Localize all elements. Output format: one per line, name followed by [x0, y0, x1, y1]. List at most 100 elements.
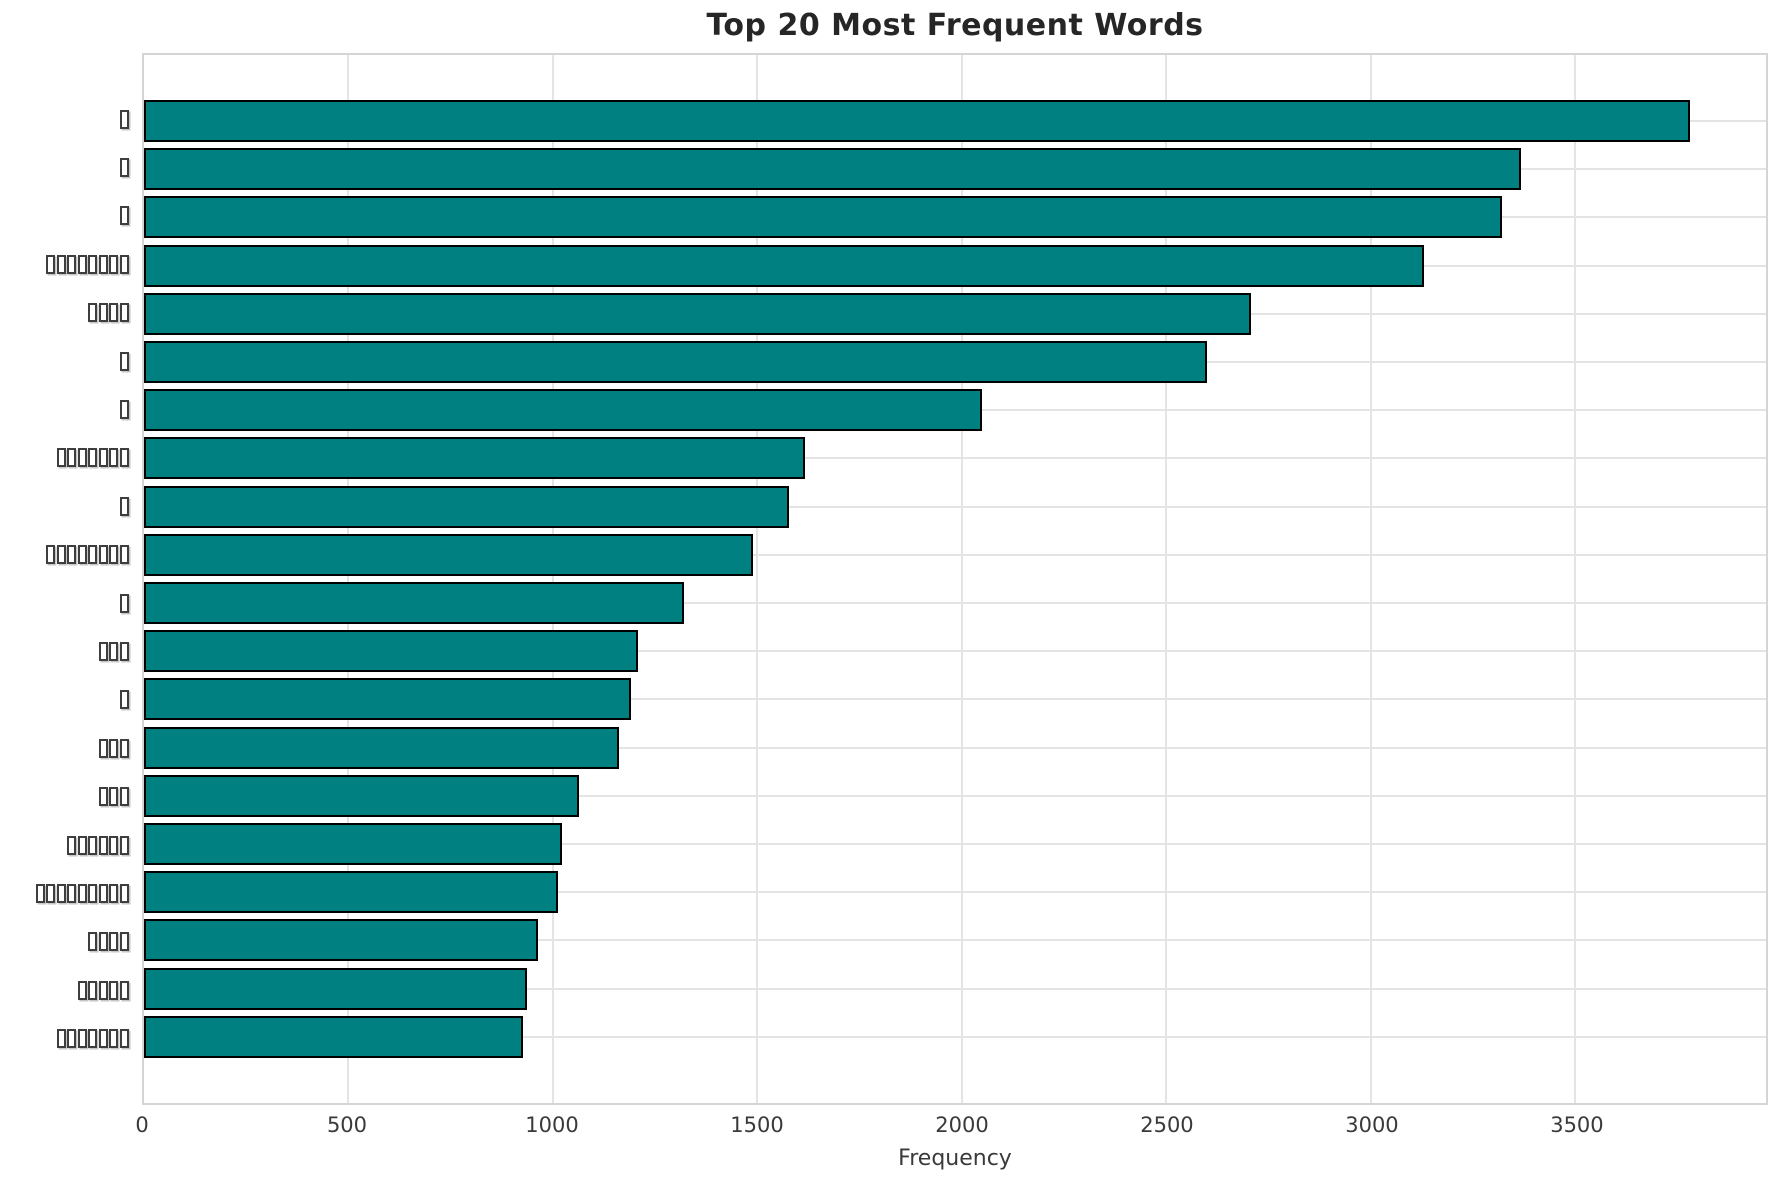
horizontal-gridline	[144, 553, 1766, 556]
bar-row	[144, 196, 1766, 239]
missing-glyph-box	[88, 1029, 97, 1049]
missing-glyph-box	[88, 835, 97, 855]
missing-glyph-box	[109, 738, 118, 758]
frequency-bar	[144, 582, 684, 625]
missing-glyph-box	[88, 303, 97, 323]
missing-glyph-box	[119, 980, 129, 1000]
missing-glyph-box	[67, 835, 76, 855]
frequency-bar	[144, 919, 538, 962]
missing-glyph-box	[109, 1029, 118, 1049]
missing-glyph-box	[98, 787, 108, 807]
missing-glyph-box	[56, 1029, 66, 1049]
x-axis-ticks: 0 500 1000 1500 2000 2500 3000 3500	[135, 1113, 1768, 1141]
missing-glyph-box	[67, 254, 76, 274]
missing-glyph-box	[77, 1029, 87, 1049]
missing-glyph-box	[77, 884, 87, 903]
vertical-gridline	[551, 55, 554, 1103]
missing-glyph-box	[119, 448, 129, 468]
missing-glyph-box	[67, 1029, 76, 1049]
y-tick-label	[0, 534, 130, 576]
vertical-gridline	[1369, 55, 1372, 1103]
x-tick-label: 0	[135, 1113, 149, 1137]
horizontal-gridline	[144, 891, 1766, 894]
y-tick-label	[0, 679, 130, 721]
x-tick-label: 2500	[1140, 1113, 1194, 1137]
bar-row	[144, 533, 1766, 576]
y-tick-label	[0, 146, 130, 188]
frequency-bar	[144, 774, 579, 817]
missing-glyph-box	[109, 303, 118, 323]
missing-glyph-box	[119, 206, 129, 226]
horizontal-gridline	[144, 602, 1766, 605]
horizontal-gridline	[144, 1035, 1766, 1038]
vertical-gridline	[756, 55, 759, 1103]
horizontal-gridline	[144, 794, 1766, 797]
missing-glyph-box	[77, 835, 87, 855]
y-tick-label	[0, 630, 130, 672]
missing-glyph-box	[119, 690, 129, 710]
missing-glyph-box	[98, 932, 108, 952]
y-tick-label	[0, 1018, 130, 1060]
frequency-bar	[144, 485, 790, 528]
horizontal-gridline	[144, 650, 1766, 653]
horizontal-gridline	[144, 746, 1766, 749]
missing-glyph-box	[119, 593, 129, 613]
missing-glyph-box	[119, 399, 129, 419]
missing-glyph-box	[119, 884, 129, 903]
missing-glyph-box	[119, 1029, 129, 1049]
missing-glyph-box	[109, 254, 118, 274]
bar-row	[144, 774, 1766, 817]
missing-glyph-box	[119, 787, 129, 807]
missing-glyph-box	[119, 109, 129, 129]
missing-glyph-box	[67, 448, 76, 468]
missing-glyph-box	[98, 980, 108, 1000]
x-tick-label: 2000	[935, 1113, 989, 1137]
vertical-gridline	[1165, 55, 1168, 1103]
missing-glyph-box	[88, 884, 97, 903]
missing-glyph-box	[77, 254, 87, 274]
y-tick-label	[0, 340, 130, 382]
frequency-bar	[144, 437, 806, 480]
chart-title: Top 20 Most Frequent Words	[706, 8, 1204, 43]
y-tick-label	[0, 388, 130, 430]
missing-glyph-box	[109, 448, 118, 468]
missing-glyph-box	[98, 641, 108, 661]
missing-glyph-box	[98, 1029, 108, 1049]
missing-glyph-box	[56, 545, 66, 565]
y-tick-label	[0, 969, 130, 1011]
bar-row	[144, 100, 1766, 142]
frequency-bar	[144, 100, 1690, 142]
bar-row	[144, 389, 1766, 432]
y-tick-label	[0, 195, 130, 237]
missing-glyph-box	[67, 545, 76, 565]
missing-glyph-box	[35, 884, 45, 903]
frequency-bar	[144, 1015, 524, 1058]
y-tick-label	[0, 824, 130, 866]
plot-area	[142, 53, 1768, 1105]
bar-row	[144, 148, 1766, 191]
vertical-gridline	[1574, 55, 1577, 1103]
bar-row	[144, 967, 1766, 1010]
y-tick-label	[0, 243, 130, 285]
missing-glyph-box	[109, 932, 118, 952]
x-tick-label: 1000	[525, 1113, 579, 1137]
frequency-bar	[144, 148, 1521, 191]
missing-glyph-box	[119, 254, 129, 274]
y-tick-label	[0, 437, 130, 479]
y-tick-label	[0, 873, 130, 915]
missing-glyph-box	[77, 980, 87, 1000]
missing-glyph-box	[67, 884, 76, 903]
horizontal-gridline	[144, 987, 1766, 990]
missing-glyph-box	[46, 545, 55, 565]
missing-glyph-box	[109, 980, 118, 1000]
frequency-bar	[144, 726, 619, 769]
horizontal-gridline	[144, 843, 1766, 846]
missing-glyph-box	[109, 835, 118, 855]
vertical-gridline	[347, 55, 350, 1103]
missing-glyph-box	[119, 932, 129, 952]
missing-glyph-box	[119, 157, 129, 177]
frequency-bar	[144, 196, 1502, 239]
missing-glyph-box	[98, 835, 108, 855]
bar-row	[144, 823, 1766, 866]
